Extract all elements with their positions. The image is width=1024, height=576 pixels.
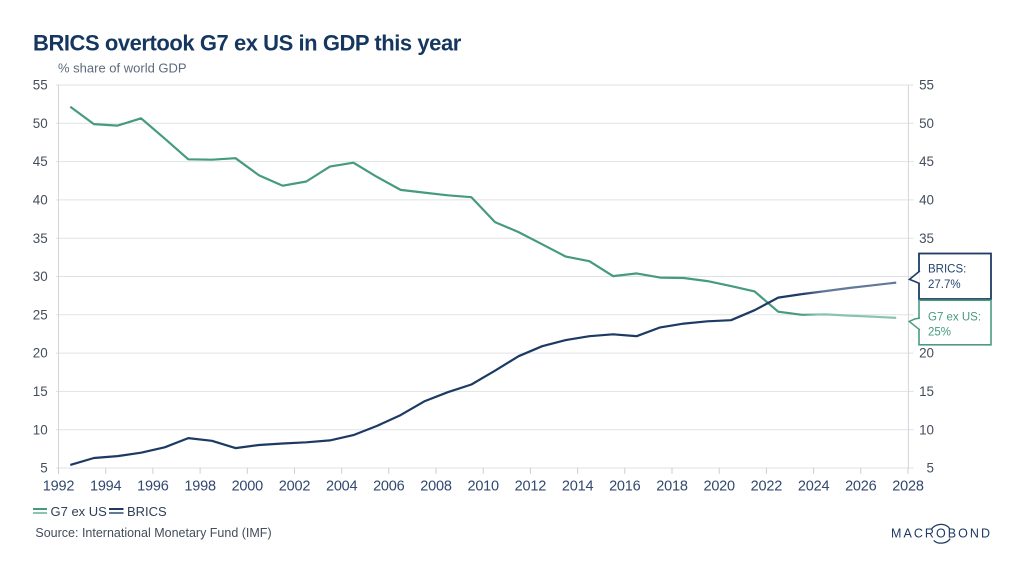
svg-text:2026: 2026	[845, 479, 877, 495]
svg-text:1994: 1994	[90, 479, 122, 495]
svg-text:2000: 2000	[232, 479, 264, 495]
svg-text:2010: 2010	[467, 479, 499, 495]
svg-text:BRICS:: BRICS:	[928, 264, 966, 276]
svg-text:2020: 2020	[703, 479, 735, 495]
svg-text:5: 5	[40, 461, 47, 476]
svg-text:15: 15	[919, 384, 934, 399]
svg-text:27.7%: 27.7%	[928, 279, 961, 291]
svg-text:BRICS: BRICS	[127, 504, 167, 519]
svg-text:2024: 2024	[798, 479, 830, 495]
svg-text:35: 35	[919, 231, 934, 246]
svg-text:2012: 2012	[515, 479, 547, 495]
svg-text:MACROBOND: MACROBOND	[891, 527, 992, 541]
svg-text:40: 40	[33, 193, 48, 208]
svg-text:20: 20	[33, 346, 48, 361]
svg-text:BRICS overtook G7 ex US in GDP: BRICS overtook G7 ex US in GDP this year	[33, 31, 462, 56]
svg-text:2018: 2018	[656, 479, 688, 495]
svg-text:2008: 2008	[420, 479, 452, 495]
svg-text:55: 55	[33, 78, 48, 93]
svg-text:1998: 1998	[184, 479, 216, 495]
svg-text:5: 5	[927, 461, 934, 476]
svg-text:2006: 2006	[373, 479, 405, 495]
svg-text:15: 15	[33, 384, 48, 399]
svg-text:25: 25	[33, 307, 48, 322]
svg-text:45: 45	[33, 154, 48, 169]
svg-text:2014: 2014	[562, 479, 594, 495]
svg-text:25%: 25%	[928, 327, 951, 339]
svg-text:50: 50	[919, 116, 934, 131]
svg-text:20: 20	[919, 346, 934, 361]
svg-text:40: 40	[919, 193, 934, 208]
svg-text:10: 10	[919, 422, 934, 437]
svg-text:50: 50	[33, 116, 48, 131]
svg-text:1992: 1992	[43, 479, 75, 495]
svg-text:35: 35	[33, 231, 48, 246]
svg-text:45: 45	[919, 154, 934, 169]
svg-text:Source: International Monetary: Source: International Monetary Fund (IMF…	[35, 526, 271, 540]
svg-text:2028: 2028	[892, 479, 924, 495]
svg-text:30: 30	[33, 269, 48, 284]
svg-text:1996: 1996	[137, 479, 169, 495]
svg-text:2016: 2016	[609, 479, 641, 495]
svg-text:2022: 2022	[751, 479, 783, 495]
svg-text:G7 ex US: G7 ex US	[51, 504, 108, 519]
svg-text:2004: 2004	[326, 479, 358, 495]
svg-text:% share of world GDP: % share of world GDP	[58, 61, 187, 76]
svg-text:G7 ex US:: G7 ex US:	[928, 312, 981, 324]
svg-text:2002: 2002	[279, 479, 311, 495]
svg-text:10: 10	[33, 422, 48, 437]
svg-text:55: 55	[919, 78, 934, 93]
